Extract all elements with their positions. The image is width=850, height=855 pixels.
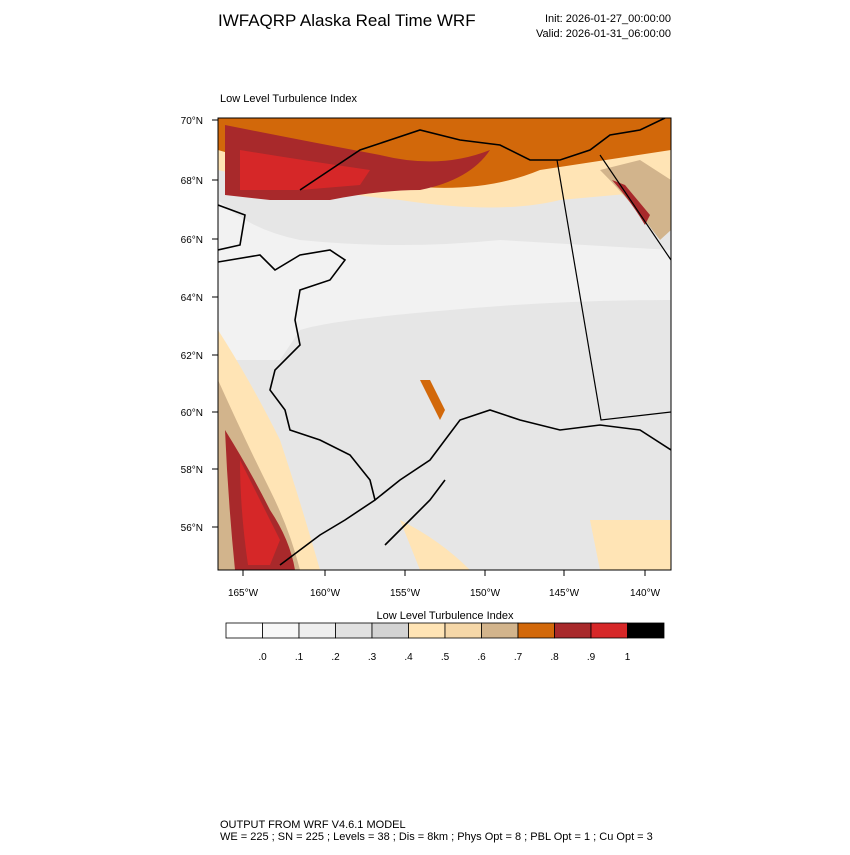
colorbar-box: [517, 622, 555, 639]
colorbar-box: [554, 622, 592, 639]
colorbar-box: [590, 622, 628, 639]
colorbar: .0 .1 .2 .3 .4 .5 .6 .7 .8 .9 1: [225, 622, 665, 663]
title: IWFAQRP Alaska Real Time WRF: [218, 11, 476, 30]
colorbar-box: [335, 622, 373, 639]
lon-label: 155°W: [390, 588, 421, 599]
valid-time: Valid: 2026-01-31_06:00:00: [536, 28, 671, 40]
colorbar-label: .4: [404, 652, 413, 663]
colorbar-title: Low Level Turbulence Index: [377, 610, 514, 622]
lon-label: 160°W: [310, 588, 341, 599]
colorbar-box: [371, 622, 409, 639]
colorbar-box: [262, 622, 300, 639]
lat-label: 68°N: [181, 176, 203, 187]
colorbar-label: .7: [514, 652, 523, 663]
map-frame: [217, 117, 672, 571]
lat-label: 70°N: [181, 116, 203, 127]
lat-label: 62°N: [181, 351, 203, 362]
footer-line: OUTPUT FROM WRF V4.6.1 MODEL: [220, 819, 406, 831]
lat-label: 66°N: [181, 235, 203, 246]
colorbar-box: [481, 622, 519, 639]
coastline: [218, 118, 671, 566]
lat-label: 60°N: [181, 408, 203, 419]
lon-label: 140°W: [630, 588, 661, 599]
lat-label: 64°N: [181, 293, 203, 304]
map-field: [218, 118, 671, 570]
colorbar-label: .9: [587, 652, 596, 663]
lat-label: 56°N: [181, 523, 203, 534]
colorbar-label: .5: [441, 652, 450, 663]
colorbar-label: .3: [368, 652, 377, 663]
colorbar-label: 1: [625, 652, 631, 663]
colorbar-label: .2: [331, 652, 340, 663]
map-title: Low Level Turbulence Index: [220, 93, 357, 105]
colorbar-box: [408, 622, 446, 639]
colorbar-box: [225, 622, 263, 639]
init-time: Init: 2026-01-27_00:00:00: [545, 13, 671, 25]
lon-label: 150°W: [470, 588, 501, 599]
lat-label: 58°N: [181, 465, 203, 476]
lon-label: 165°W: [228, 588, 259, 599]
footer-line: WE = 225 ; SN = 225 ; Levels = 38 ; Dis …: [220, 831, 653, 843]
colorbar-label: .8: [550, 652, 559, 663]
colorbar-label: .6: [477, 652, 486, 663]
colorbar-box: [627, 622, 665, 639]
border: [556, 154, 671, 421]
colorbar-box: [298, 622, 336, 639]
colorbar-label: .0: [258, 652, 267, 663]
lon-label: 145°W: [549, 588, 580, 599]
axis-labels: 70°N 68°N 66°N 64°N 62°N 60°N 58°N 56°N 165°W 160…: [181, 116, 661, 599]
colorbar-label: .1: [295, 652, 304, 663]
colorbar-box: [444, 622, 482, 639]
